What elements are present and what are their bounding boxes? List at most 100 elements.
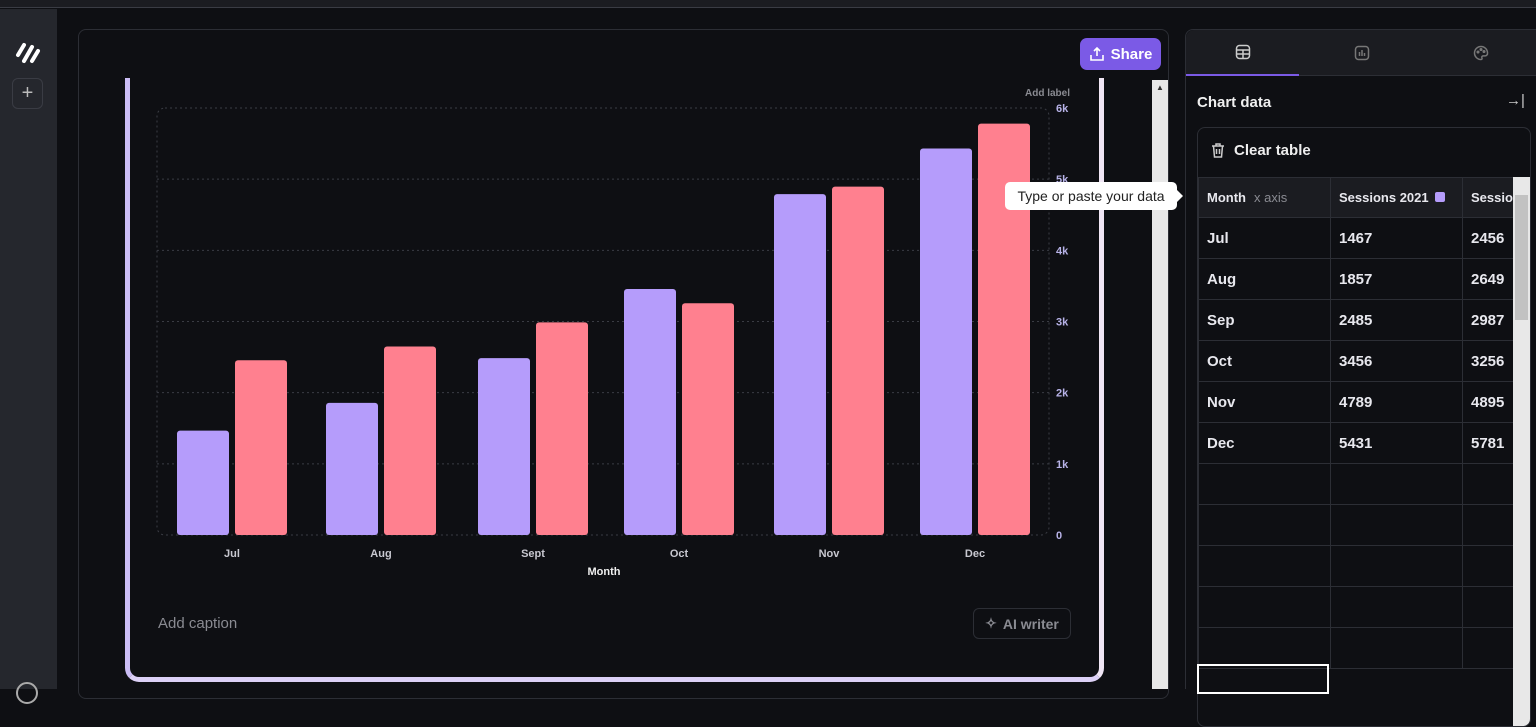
- scroll-up-icon[interactable]: ▲: [1156, 83, 1164, 92]
- table-row: Aug 1857 2649: [1198, 258, 1515, 300]
- table-cell[interactable]: 1467: [1330, 217, 1463, 259]
- share-button[interactable]: Share: [1080, 38, 1161, 70]
- trash-icon: [1212, 143, 1224, 158]
- upload-icon: [1089, 46, 1104, 61]
- table-row: [1198, 586, 1515, 628]
- table-cell[interactable]: 2987: [1462, 299, 1515, 341]
- table-row: Nov 4789 4895: [1198, 381, 1515, 423]
- chart-icon: [1354, 45, 1369, 61]
- header-series-2-label: Sessions 2022: [1471, 190, 1514, 205]
- top-bar: [0, 0, 1536, 8]
- table-cell[interactable]: [1198, 586, 1331, 628]
- bar-2: [682, 303, 734, 535]
- table-scrollbar[interactable]: [1513, 177, 1530, 726]
- table-row: [1198, 545, 1515, 587]
- table-cell[interactable]: Aug: [1198, 258, 1331, 300]
- clear-table-button[interactable]: Clear table: [1210, 142, 1311, 159]
- table-cell[interactable]: 2485: [1330, 299, 1463, 341]
- bar-2: [384, 346, 436, 535]
- table-cell[interactable]: [1330, 627, 1463, 669]
- y-tick-label: 6k: [1056, 103, 1069, 115]
- tab-style[interactable]: [1424, 30, 1536, 76]
- bar-1: [624, 289, 676, 535]
- table-cell[interactable]: [1462, 504, 1515, 546]
- table-cell[interactable]: 5431: [1330, 422, 1463, 464]
- bar-1: [177, 430, 229, 535]
- table-cell[interactable]: [1198, 504, 1331, 546]
- table-cell[interactable]: Nov: [1198, 381, 1331, 423]
- y-tick-label: 1k: [1056, 459, 1069, 471]
- table-cell[interactable]: [1198, 463, 1331, 505]
- collapse-panel-icon[interactable]: →|: [1506, 92, 1525, 109]
- table-cell[interactable]: 4895: [1462, 381, 1515, 423]
- table-row: [1198, 463, 1515, 505]
- chart-frame: [125, 78, 1104, 682]
- share-label: Share: [1110, 45, 1153, 63]
- bar-1: [478, 358, 530, 535]
- series-color-swatch[interactable]: [1434, 192, 1445, 202]
- ai-writer-button[interactable]: ✧ AI writer: [973, 608, 1071, 639]
- table-cell[interactable]: 4789: [1330, 381, 1463, 423]
- caption-input[interactable]: Add caption: [158, 615, 238, 632]
- table-cell[interactable]: Dec: [1198, 422, 1331, 464]
- table-scroll-thumb[interactable]: [1515, 195, 1528, 320]
- y-axis-label: Add label: [1025, 88, 1070, 99]
- table-row: Dec 5431 5781: [1198, 422, 1515, 464]
- table-cell[interactable]: 2456: [1462, 217, 1515, 259]
- table-cell[interactable]: [1462, 586, 1515, 628]
- table-cell[interactable]: [1330, 504, 1463, 546]
- table-cell[interactable]: 2649: [1462, 258, 1515, 300]
- table-cell[interactable]: [1330, 463, 1463, 505]
- x-tick-label: Nov: [819, 548, 841, 560]
- bar-2: [235, 360, 287, 535]
- bar-1: [920, 148, 972, 535]
- bar-2: [978, 123, 1030, 535]
- help-icon[interactable]: [16, 682, 38, 704]
- table-cell[interactable]: [1462, 545, 1515, 587]
- table-cell[interactable]: [1330, 545, 1463, 587]
- sidebar: +: [0, 9, 57, 704]
- tab-chart[interactable]: [1305, 30, 1418, 76]
- x-tick-label: Oct: [670, 548, 689, 560]
- x-axis-tag: x axis: [1253, 190, 1288, 205]
- table-cell[interactable]: Jul: [1198, 217, 1331, 259]
- table-row: [1198, 627, 1515, 669]
- table-cell[interactable]: Oct: [1198, 340, 1331, 382]
- table-cell[interactable]: [1198, 627, 1331, 669]
- table-row: Oct 3456 3256: [1198, 340, 1515, 382]
- y-tick-label: 4k: [1056, 245, 1069, 257]
- tab-data[interactable]: [1186, 30, 1299, 76]
- header-series-1[interactable]: Sessions 2021: [1330, 177, 1463, 218]
- table-cell[interactable]: Sep: [1198, 299, 1331, 341]
- bar-1: [326, 402, 378, 535]
- table-cell[interactable]: 3256: [1462, 340, 1515, 382]
- table-row: Jul 1467 2456: [1198, 217, 1515, 259]
- table-cell[interactable]: [1462, 463, 1515, 505]
- table-cell[interactable]: 1857: [1330, 258, 1463, 300]
- table-cell[interactable]: 5781: [1462, 422, 1515, 464]
- y-tick-label: 3k: [1056, 317, 1069, 329]
- table-row: [1198, 504, 1515, 546]
- x-tick-label: Dec: [965, 548, 985, 560]
- data-table-box: Clear table Month x axis Sessions 2021 Se…: [1197, 127, 1531, 727]
- logo-icon[interactable]: [14, 41, 42, 65]
- x-tick-label: Sept: [521, 548, 545, 560]
- bar-2: [536, 322, 588, 535]
- y-tick-label: 0: [1056, 530, 1062, 542]
- palette-icon: [1473, 45, 1488, 61]
- table-icon: [1235, 44, 1250, 60]
- header-month[interactable]: Month x axis: [1198, 177, 1331, 218]
- editor-scrollbar[interactable]: ▲: [1152, 80, 1168, 689]
- table-cell[interactable]: [1462, 627, 1515, 669]
- data-panel: Chart data →| Clear table Month x axis Se…: [1185, 29, 1536, 727]
- header-series-2[interactable]: Sessions 2022: [1462, 177, 1515, 218]
- table-cell[interactable]: [1330, 586, 1463, 628]
- table-cell[interactable]: 3456: [1330, 340, 1463, 382]
- selected-cell[interactable]: [1197, 664, 1329, 694]
- panel-tabs: [1186, 30, 1536, 76]
- header-series-1-label: Sessions 2021: [1339, 190, 1429, 205]
- table-cell[interactable]: [1198, 545, 1331, 587]
- add-button[interactable]: +: [12, 78, 43, 109]
